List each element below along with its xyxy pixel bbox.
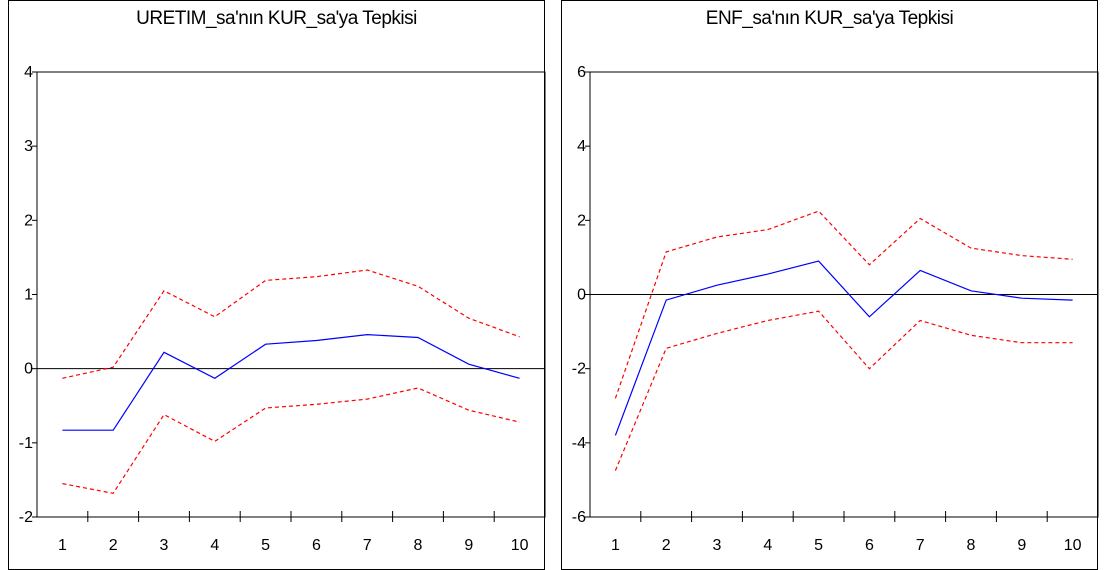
chart-panel-enf: ENF_sa'nın KUR_sa'ya Tepkisi -6 -4 -2 0 2 4 6 1…	[553, 0, 1106, 570]
x-tick-label: 3	[160, 537, 169, 554]
x-tick-label: 9	[1017, 537, 1026, 554]
x-tick-label: 4	[210, 537, 219, 554]
x-tick-label: 4	[763, 537, 772, 554]
x-tick-label: 2	[109, 537, 118, 554]
x-tick-label: 5	[261, 537, 270, 554]
chart-title: ENF_sa'nın KUR_sa'ya Tepkisi	[705, 8, 954, 29]
x-tick-label: 6	[865, 537, 874, 554]
x-tick-label: 8	[414, 537, 423, 554]
y-tick-label: 1	[24, 287, 33, 304]
x-tick-label: 1	[58, 537, 67, 554]
irf-chart-uretim: -2 -1 0 1 2 3 4 1 2 3 4 5 6 7 8 9 10	[19, 64, 546, 554]
y-tick-label: 0	[577, 287, 586, 304]
x-tick-label: 1	[611, 537, 620, 554]
y-tick-label: 6	[577, 64, 586, 81]
plot-area	[36, 71, 546, 518]
y-tick-label: 4	[577, 138, 586, 155]
x-tick-label: 5	[814, 537, 823, 554]
x-tick-label: 6	[312, 537, 321, 554]
series-line-lower	[614, 310, 1073, 471]
irf-chart-enf: -6 -4 -2 0 2 4 6 1 2 3 4 5 6 7 8 9 10	[572, 64, 1099, 554]
x-tick-label: 7	[916, 537, 925, 554]
y-tick-label: -6	[572, 509, 586, 526]
y-tick-label: -1	[19, 435, 33, 452]
y-tick-label: -2	[572, 361, 586, 378]
y-tick-label: 2	[24, 212, 33, 229]
x-tick-label: 8	[967, 537, 976, 554]
y-tick-label: 4	[24, 64, 33, 81]
x-tick-label: 10	[511, 537, 529, 554]
y-tick-label: -2	[19, 509, 33, 526]
series-line-upper	[62, 269, 520, 379]
x-tick-label: 10	[1064, 537, 1082, 554]
y-tick-label: -4	[572, 435, 586, 452]
y-tick-label: 2	[577, 212, 586, 229]
y-tick-label: 3	[24, 138, 33, 155]
x-tick-label: 7	[363, 537, 372, 554]
series-line-upper	[614, 210, 1073, 399]
chart-title: URETIM_sa'nın KUR_sa'ya Tepkisi	[136, 8, 417, 29]
x-tick-label: 3	[713, 537, 722, 554]
y-tick-label: 0	[24, 361, 33, 378]
series-line-lower	[62, 387, 520, 494]
chart-panel-uretim: URETIM_sa'nın KUR_sa'ya Tepkisi -2 -1 0 1 2 3…	[8, 0, 546, 570]
series-line-response	[62, 333, 520, 431]
x-tick-label: 9	[464, 537, 473, 554]
series-line-response	[614, 260, 1073, 436]
x-tick-label: 2	[662, 537, 671, 554]
